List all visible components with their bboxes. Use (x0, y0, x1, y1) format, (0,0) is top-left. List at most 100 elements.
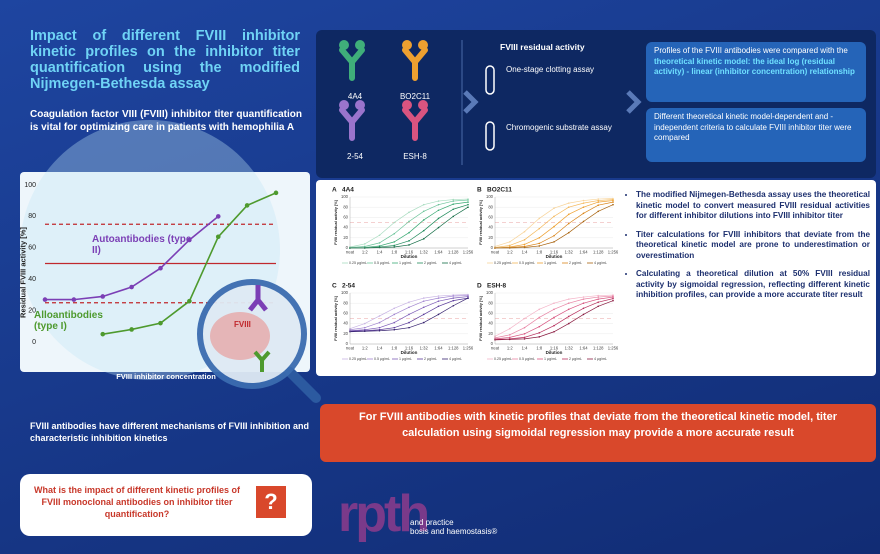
panel-title: 4A4 (342, 187, 354, 194)
data-point (553, 207, 555, 209)
data-point (423, 210, 425, 212)
data-point (379, 330, 381, 332)
data-point (553, 241, 555, 243)
assay: Chromogenic substrate assay (506, 122, 616, 133)
highlight: theoretical kinetic model: the ideal log… (654, 57, 855, 77)
data-point (452, 199, 454, 201)
data-point (524, 327, 526, 329)
data-point (423, 314, 425, 316)
arrow (465, 92, 475, 112)
y-tick-label: 20 (488, 235, 493, 240)
data-point (597, 201, 599, 203)
data-point (408, 306, 410, 308)
text: Profiles of the FVIII antibodies were co… (654, 46, 848, 55)
legend-label: 4 μg/mL (594, 357, 607, 361)
data-point (597, 200, 599, 202)
data-point (438, 204, 440, 206)
x-tick-label: 1:128 (593, 249, 604, 254)
data-point (597, 305, 599, 307)
data-point (467, 199, 469, 201)
y-tick-label: 40 (343, 321, 348, 326)
data-point (393, 245, 395, 247)
arrow (628, 92, 638, 112)
legend-label: 2 μg/mL (424, 261, 437, 265)
data-point (583, 202, 585, 204)
data-point (538, 332, 540, 334)
y-tick-label: 60 (343, 311, 348, 316)
y-tick-label: 80 (28, 213, 36, 220)
data-point (538, 245, 540, 247)
panel-title: BO2C11 (487, 187, 512, 194)
data-point (438, 314, 440, 316)
data-point (364, 323, 366, 325)
data-point (612, 204, 614, 206)
legend-label: 2 μg/mL (569, 357, 582, 361)
x-tick-label: 1:256 (463, 249, 474, 254)
data-point (423, 300, 425, 302)
data-point (408, 244, 410, 246)
data-point (467, 297, 469, 299)
x-axis-label: Dilution (546, 254, 563, 259)
data-point (408, 314, 410, 316)
data-point (583, 302, 585, 304)
data-point (379, 322, 381, 324)
data-point (553, 309, 555, 311)
legend-label: 4 μg/mL (449, 357, 462, 361)
conclusion: For FVIII antibodies with kinetic profil… (320, 404, 876, 462)
data-point (538, 336, 540, 338)
antibody-label: ESH-8 (395, 152, 435, 161)
data-point (467, 204, 469, 206)
y-tick-label: 20 (343, 235, 348, 240)
data-point (509, 328, 511, 330)
data-point (438, 218, 440, 220)
x-axis-label: Dilution (401, 350, 418, 355)
data-point (597, 301, 599, 303)
data-point (423, 230, 425, 232)
data-point (509, 337, 511, 339)
data-point (274, 191, 279, 196)
data-point (583, 213, 585, 215)
legend-label: 2 μg/mL (424, 357, 437, 361)
data-point (467, 296, 469, 298)
data-point (553, 216, 555, 218)
data-point (568, 302, 570, 304)
legend-label: 0.5 μg/mL (374, 357, 390, 361)
legend-label: 4 μg/mL (594, 261, 607, 265)
legend-label: 0.25 μg/mL (494, 261, 512, 265)
data-point (538, 243, 540, 245)
data-point (408, 327, 410, 329)
data-point (43, 297, 48, 302)
x-tick-label: neat (491, 345, 500, 350)
question: What is the impact of different kinetic … (28, 484, 246, 520)
y-tick-label: 20 (343, 331, 348, 336)
x-tick-label: 1:4 (522, 345, 528, 350)
y-tick-label: 40 (28, 276, 36, 283)
data-point (129, 285, 134, 290)
data-point (452, 305, 454, 307)
x-tick-label: 1:8 (536, 345, 542, 350)
data-point (583, 298, 585, 300)
intro: Coagulation factor VIII (FVIII) inhibito… (30, 108, 302, 134)
comparison-box: Profiles of the FVIII antibodies were co… (646, 42, 866, 102)
legend-label: 1 μg/mL (544, 261, 557, 265)
x-tick-label: 1:128 (448, 345, 459, 350)
data-point (524, 244, 526, 246)
data-point (438, 300, 440, 302)
data-point (568, 223, 570, 225)
y-tick-label: 60 (488, 311, 493, 316)
x-tick-label: 1:8 (391, 345, 397, 350)
data-point (452, 200, 454, 202)
y-tick-label: 0 (32, 339, 36, 346)
data-point (612, 200, 614, 202)
data-point (364, 327, 366, 329)
data-point (438, 227, 440, 229)
antibody-label: BO2C11 (395, 92, 435, 101)
legend-label: 0.5 μg/mL (374, 261, 390, 265)
data-point (524, 231, 526, 233)
y-axis-label: FVIII residual activity [%] (334, 295, 338, 340)
logo-text: bosis and haemostasis® (410, 527, 497, 536)
antibody-label: 4A4 (335, 92, 375, 101)
series-line (495, 301, 613, 340)
data-point (423, 306, 425, 308)
y-tick-label: 20 (488, 331, 493, 336)
